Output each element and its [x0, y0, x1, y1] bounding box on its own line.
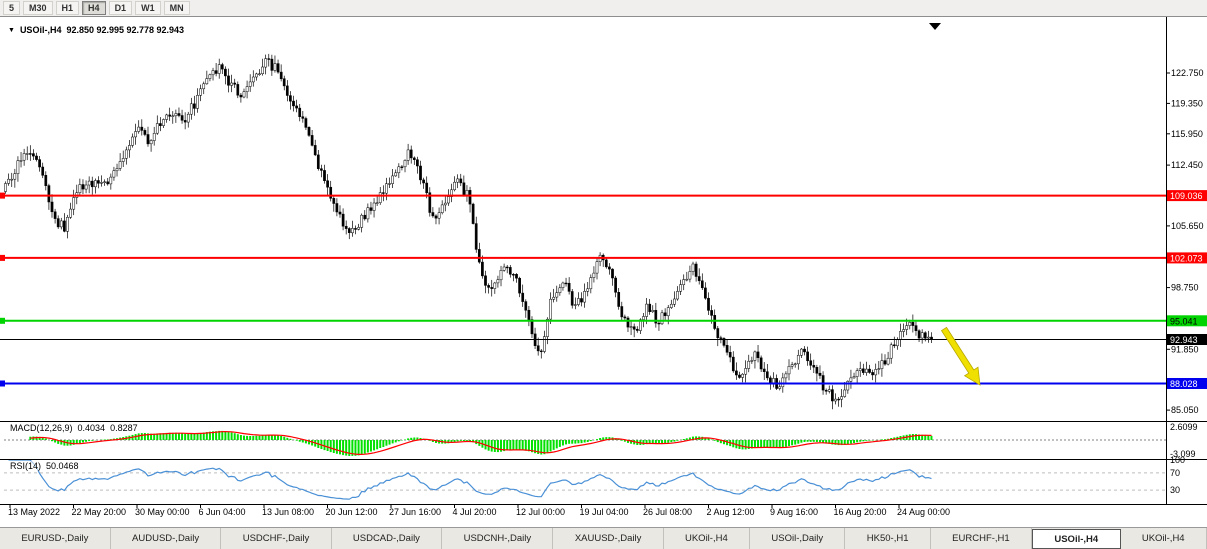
symbol-tab-usdcnh-daily[interactable]: USDCNH-,Daily [442, 528, 554, 549]
svg-text:30: 30 [1170, 485, 1180, 495]
symbol-tab-xauusd-daily[interactable]: XAUUSD-,Daily [553, 528, 664, 549]
svg-text:115.950: 115.950 [1171, 129, 1203, 139]
symbol-tab-ukoil-h4[interactable]: UKOil-,H4 [1121, 528, 1207, 549]
svg-text:112.450: 112.450 [1171, 160, 1203, 170]
price-level-support-green[interactable]: 95.041 [0, 315, 1207, 327]
svg-text:85.050: 85.050 [1171, 405, 1199, 415]
symbol-tab-eurusd-daily[interactable]: EURUSD-,Daily [0, 528, 111, 549]
symbol-tab-bar: EURUSD-,Daily AUDUSD-,Daily USDCHF-,Daily U… [0, 527, 1207, 549]
svg-text:70: 70 [1170, 468, 1180, 478]
svg-text:22 May 20:00: 22 May 20:00 [72, 507, 127, 517]
symbol-tab-audusd-daily[interactable]: AUDUSD-,Daily [111, 528, 222, 549]
svg-text:95.041: 95.041 [1170, 316, 1198, 326]
timeframe-toolbar: 5 M30 H1 H4 D1 W1 MN [0, 0, 1207, 17]
svg-text:12 Jul 00:00: 12 Jul 00:00 [516, 507, 565, 517]
svg-text:30 May 00:00: 30 May 00:00 [135, 507, 190, 517]
svg-text:4 Jul 20:00: 4 Jul 20:00 [453, 507, 497, 517]
symbol-tab-usdcad-daily[interactable]: USDCAD-,Daily [332, 528, 443, 549]
symbol-tab-usdchf-daily[interactable]: USDCHF-,Daily [221, 528, 332, 549]
svg-text:13 Jun 08:00: 13 Jun 08:00 [262, 507, 314, 517]
symbol-tab-eurchf-h1[interactable]: EURCHF-,H1 [931, 528, 1033, 549]
svg-text:105.650: 105.650 [1171, 221, 1204, 231]
svg-text:2 Aug 12:00: 2 Aug 12:00 [707, 507, 755, 517]
timeframe-button-5[interactable]: 5 [3, 1, 21, 15]
chart-background [0, 17, 1207, 527]
sell-direction-arrow[interactable] [940, 326, 981, 386]
svg-text:109.036: 109.036 [1170, 191, 1203, 201]
svg-text:98.750: 98.750 [1171, 283, 1199, 293]
price-level-resistance-upper[interactable]: 109.036 [0, 190, 1207, 202]
svg-text:88.028: 88.028 [1170, 379, 1198, 389]
price-level-current-price[interactable]: 92.943 [0, 334, 1207, 345]
symbol-tab-ukoil-h4[interactable]: UKOil-,H4 [664, 528, 751, 549]
svg-text:2.6099: 2.6099 [1170, 422, 1198, 432]
macd-indicator [4, 430, 1166, 456]
timeframe-button-h1[interactable]: H1 [55, 1, 80, 15]
svg-text:27 Jun 16:00: 27 Jun 16:00 [389, 507, 441, 517]
svg-text:26 Jul 08:00: 26 Jul 08:00 [643, 507, 692, 517]
timeframe-button-w1[interactable]: W1 [135, 1, 161, 15]
timeframe-button-mn[interactable]: MN [163, 1, 190, 15]
svg-text:119.350: 119.350 [1171, 98, 1203, 108]
timeframe-button-m30[interactable]: M30 [23, 1, 53, 15]
price-level-support-blue[interactable]: 88.028 [0, 378, 1207, 389]
timeframe-button-d1[interactable]: D1 [108, 1, 133, 15]
svg-text:24 Aug 00:00: 24 Aug 00:00 [897, 507, 950, 517]
svg-text:16 Aug 20:00: 16 Aug 20:00 [834, 507, 887, 517]
svg-text:-3.099: -3.099 [1170, 449, 1196, 459]
chart-area[interactable]: 2.6099 -3.099 100 70 30 122.750 119.350 115.950… [0, 17, 1207, 527]
price-chart-svg[interactable]: 2.6099-3.0991007030122.750119.350115.950… [0, 17, 1207, 527]
symbol-tab-usoil-daily[interactable]: USOil-,Daily [750, 528, 846, 549]
svg-text:91.850: 91.850 [1171, 344, 1199, 354]
svg-text:92.943: 92.943 [1170, 335, 1198, 345]
svg-text:19 Jul 04:00: 19 Jul 04:00 [580, 507, 629, 517]
svg-text:20 Jun 12:00: 20 Jun 12:00 [326, 507, 378, 517]
svg-text:6 Jun 04:00: 6 Jun 04:00 [199, 507, 246, 517]
rsi-indicator [4, 459, 1166, 500]
svg-text:9 Aug 16:00: 9 Aug 16:00 [770, 507, 818, 517]
timeframe-button-h4[interactable]: H4 [82, 1, 106, 15]
symbol-tab-usoil-h4[interactable]: USOil-,H4 [1032, 529, 1121, 549]
symbol-tab-hk50-h1[interactable]: HK50-,H1 [845, 528, 931, 549]
data-end-marker-icon [929, 23, 941, 30]
svg-text:13 May 2022: 13 May 2022 [8, 507, 60, 517]
svg-text:122.750: 122.750 [1171, 68, 1204, 78]
svg-text:102.073: 102.073 [1170, 253, 1203, 263]
price-level-resistance-lower[interactable]: 102.073 [0, 252, 1207, 264]
